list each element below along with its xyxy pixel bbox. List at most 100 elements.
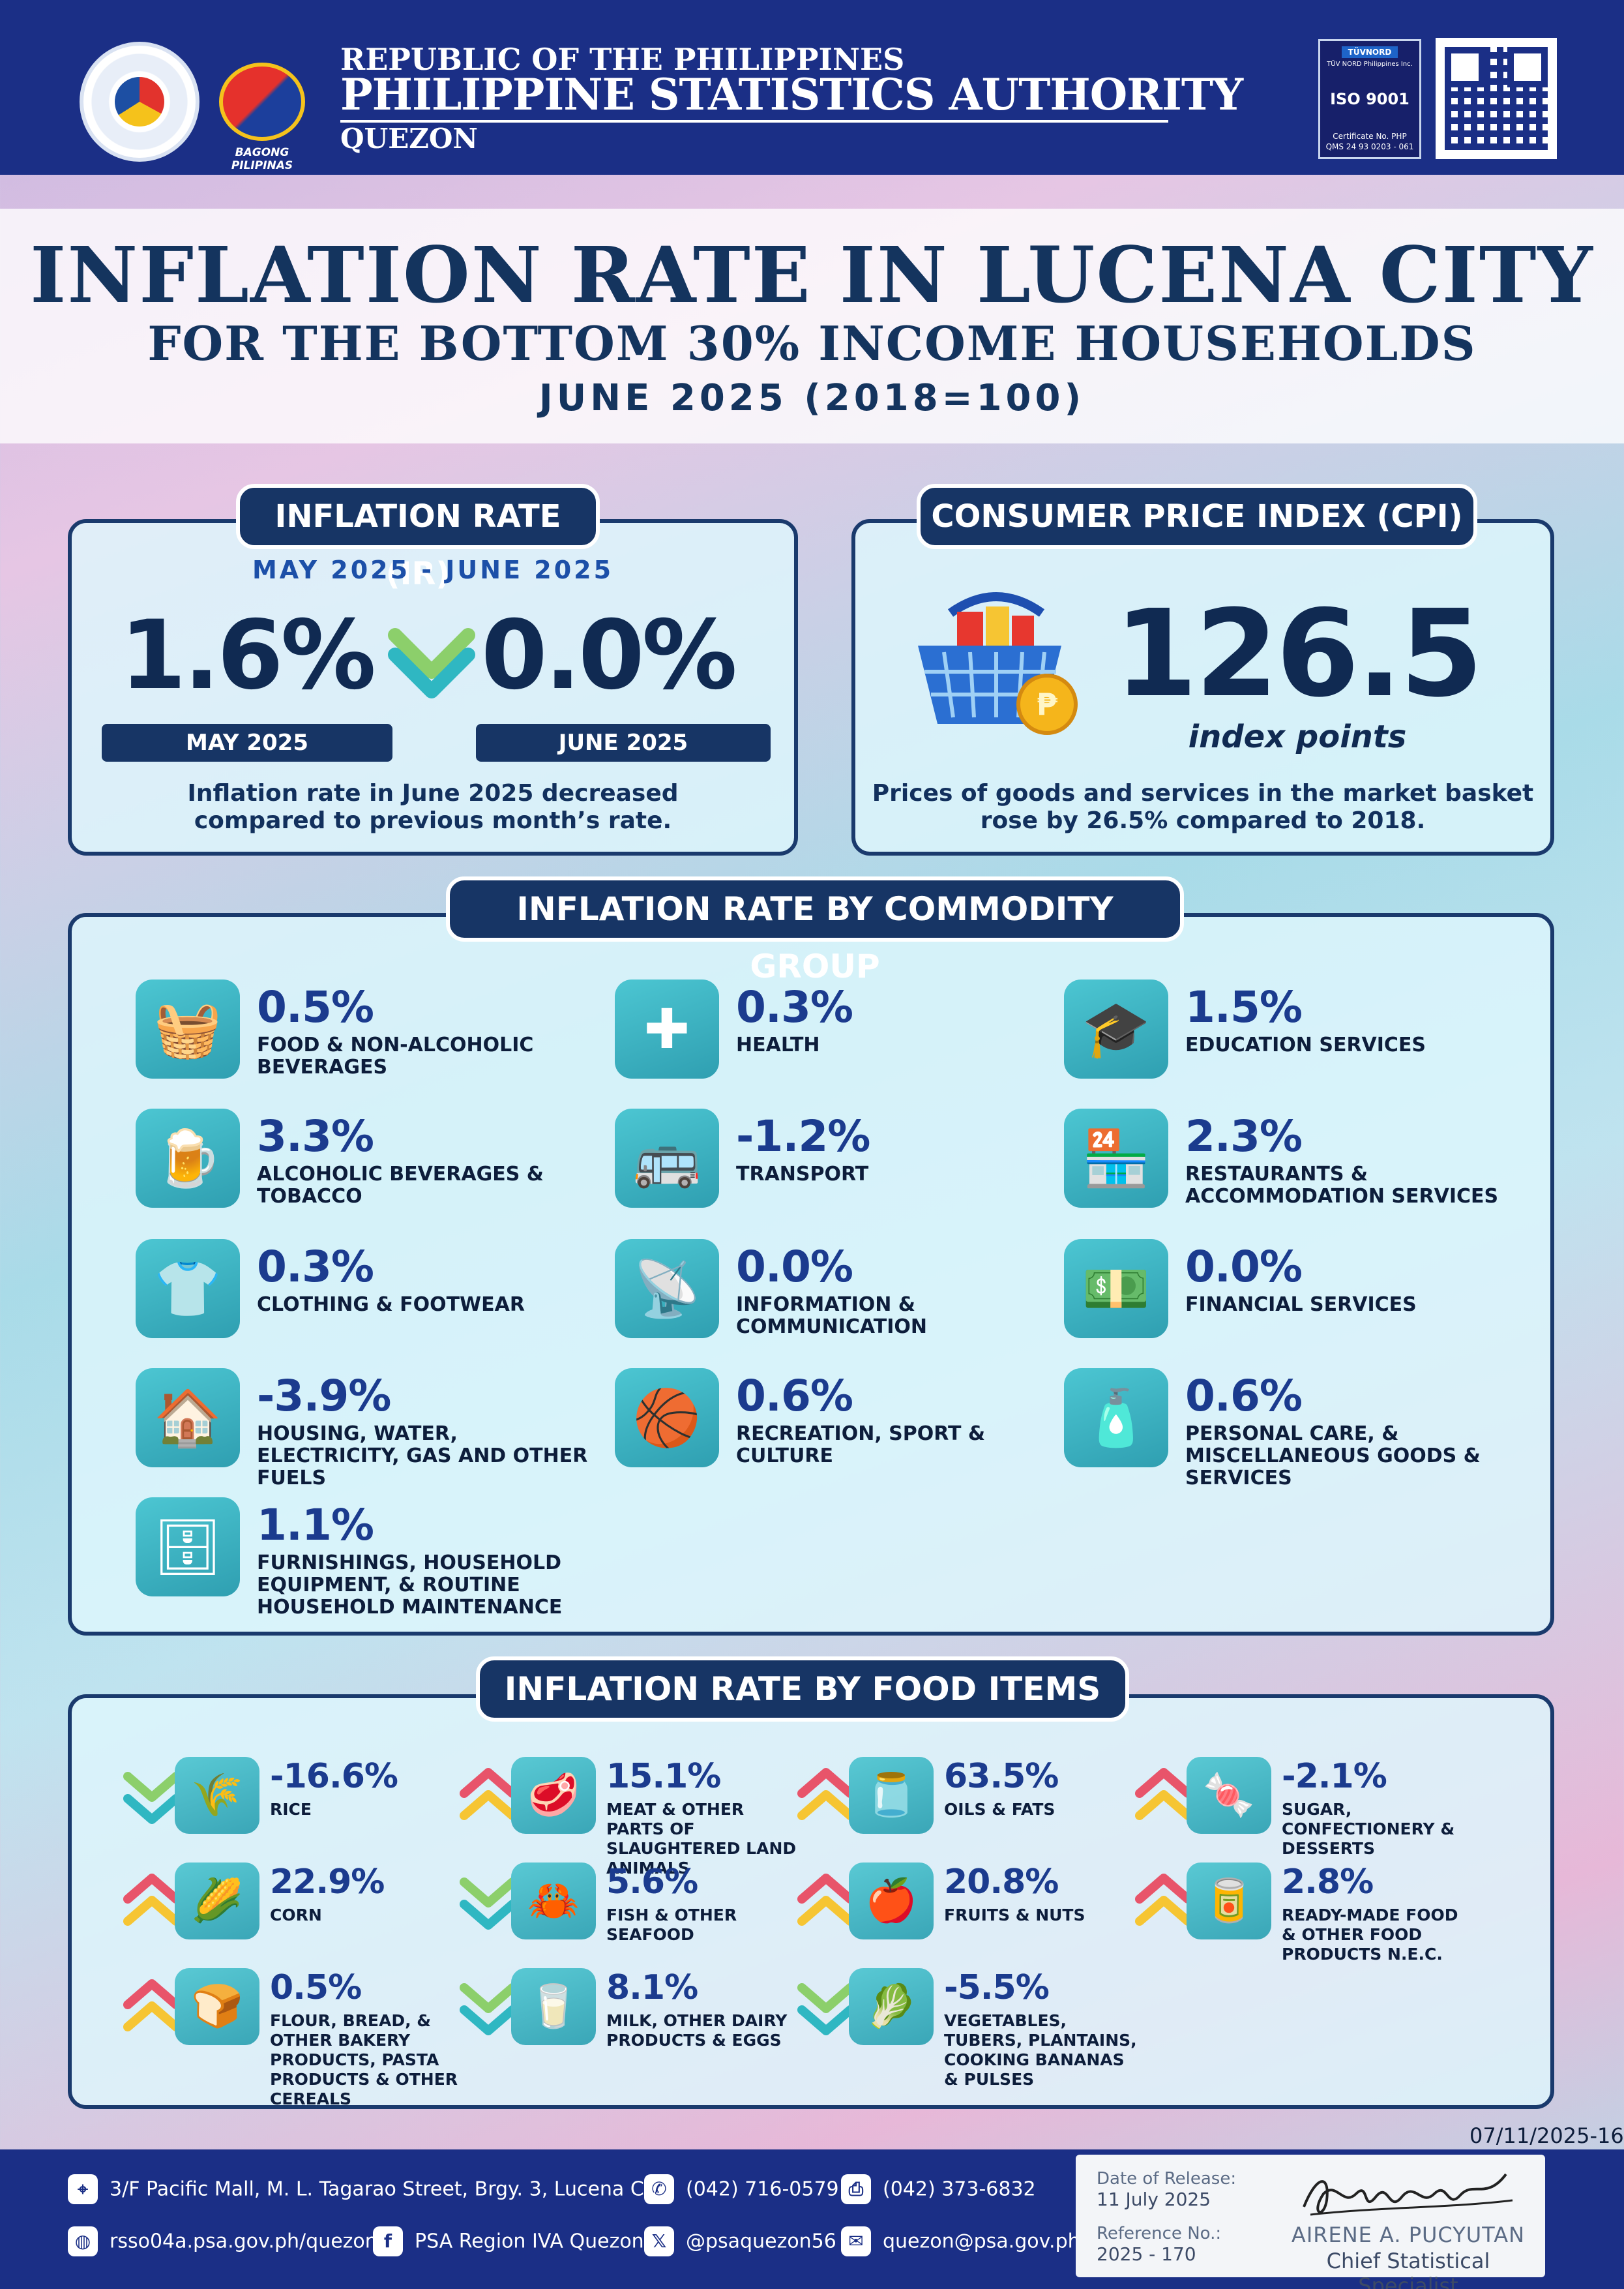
commodity-label: TRANSPORT	[736, 1163, 869, 1186]
inflation-rate-heading: INFLATION RATE (IR)	[236, 484, 600, 592]
food-label: RICE	[270, 1800, 312, 1819]
commodity-item: 🚌 -1.2% TRANSPORT	[615, 1109, 1071, 1226]
commodity-value: 0.3%	[257, 1242, 374, 1292]
food-value: 5.6%	[606, 1863, 698, 1902]
commodity-label: FINANCIAL SERVICES	[1185, 1293, 1417, 1316]
chevron-up-icon	[123, 1979, 181, 2031]
reference-no: 2025 - 170	[1097, 2243, 1196, 2265]
header-agency: PHILIPPINE STATISTICS AUTHORITY	[340, 69, 1243, 120]
iso-brand: TÜVNORD	[1341, 46, 1398, 58]
food-value: 20.8%	[944, 1863, 1059, 1902]
clothes-icon: 👕	[136, 1239, 240, 1338]
website-link[interactable]: ◍ rsso04a.psa.gov.ph/quezon	[68, 2226, 377, 2256]
corn-icon: 🌽	[175, 1863, 259, 1939]
beer-icon: 🍺	[136, 1109, 240, 1208]
fax-item[interactable]: ⎙ (042) 373-6832	[841, 2174, 1036, 2204]
signatory-name: AIRENE A. PUCYUTAN	[1291, 2222, 1526, 2247]
food-value: 63.5%	[944, 1757, 1059, 1796]
food-label: VEGETABLES, TUBERS, PLANTAINS, COOKING B…	[944, 2011, 1137, 2089]
chevron-up-icon	[460, 1768, 517, 1820]
phone-item[interactable]: ✆ (042) 716-0579	[644, 2174, 839, 2204]
inflation-rate-june-value: 0.0%	[481, 600, 737, 711]
ir-desc-line2: compared to previous month’s rate.	[194, 807, 672, 834]
chevron-up-icon	[1135, 1874, 1192, 1926]
chevron-up-icon	[797, 1874, 855, 1926]
commodity-value: 3.3%	[257, 1111, 374, 1161]
commodity-value: -3.9%	[257, 1371, 391, 1421]
cpi-description: Prices of goods and services in the mark…	[851, 780, 1554, 835]
svg-text:₱: ₱	[1037, 687, 1057, 722]
commodity-label: PERSONAL CARE, & MISCELLANEOUS GOODS & S…	[1185, 1422, 1481, 1489]
commodity-item: 🧺 0.5% FOOD & NON-ALCOHOLIC BEVERAGES	[136, 980, 592, 1097]
food-value: -5.5%	[944, 1968, 1050, 2007]
food-item: 🍎 20.8% FRUITS & NUTS	[797, 1863, 1136, 1967]
food-value: 22.9%	[270, 1863, 385, 1902]
commodity-value: 0.3%	[736, 982, 853, 1032]
food-value: 15.1%	[606, 1757, 721, 1796]
facebook-link[interactable]: f PSA Region IVA Quezon	[373, 2226, 644, 2256]
bagong-pilipinas-label: BAGONG PILIPINAS	[231, 146, 293, 172]
commodity-label: ALCOHOLIC BEVERAGES & TOBACCO	[257, 1163, 544, 1208]
commodity-label: CLOTHING & FOOTWEAR	[257, 1293, 525, 1316]
signatory-position: Chief Statistical Specialist	[1326, 2249, 1490, 2289]
chevron-up-icon	[1135, 1768, 1192, 1820]
x-link[interactable]: 𝕏 @psaquezon56	[644, 2226, 836, 2256]
release-date-label: Date of Release:	[1097, 2169, 1237, 2189]
food-item: 🥬 -5.5% VEGETABLES, TUBERS, PLANTAINS, COO…	[797, 1968, 1137, 2089]
email-link[interactable]: ✉ quezon@psa.gov.ph	[841, 2226, 1080, 2256]
document-code: 07/11/2025-16	[1469, 2123, 1624, 2148]
commodity-value: 0.6%	[1185, 1371, 1303, 1421]
health-icon: ✚	[615, 980, 719, 1079]
title-band	[0, 209, 1624, 443]
commodity-label: INFORMATION & COMMUNICATION	[736, 1293, 927, 1338]
food-label: CORN	[270, 1906, 322, 1924]
rice-icon: 🌾	[175, 1757, 259, 1834]
facebook-icon: f	[373, 2226, 403, 2256]
house-icon: 🏠	[136, 1368, 240, 1467]
fax-text: (042) 373-6832	[883, 2177, 1036, 2201]
food-item: 🦀 5.6% FISH & OTHER SEAFOOD	[459, 1863, 798, 1967]
chevron-down-icon	[123, 1772, 181, 1824]
food-label: READY-MADE FOOD & OTHER FOOD PRODUCTS N.…	[1282, 1906, 1458, 1964]
commodity-value: 1.1%	[257, 1500, 374, 1550]
cans-icon: 🥫	[1187, 1863, 1271, 1939]
email-text: quezon@psa.gov.ph	[883, 2230, 1080, 2253]
food-item: 🌽 22.9% CORN	[123, 1863, 462, 1967]
cpi-desc-line2: rose by 26.5% compared to 2018.	[980, 807, 1426, 834]
commodity-item: 💵 0.0% FINANCIAL SERVICES	[1064, 1239, 1520, 1356]
iso-certification-badge: TÜVNORD TÜV NORD Philippines Inc. ISO 90…	[1318, 39, 1421, 159]
food-items-panel	[68, 1694, 1554, 2109]
facebook-text: PSA Region IVA Quezon	[415, 2230, 644, 2253]
location-pin-icon: ⌖	[68, 2174, 98, 2204]
commodity-item: 🍺 3.3% ALCOHOLIC BEVERAGES & TOBACCO	[136, 1109, 592, 1226]
bagong-pilipinas-logo: BAGONG PILIPINAS	[210, 37, 314, 172]
signature-image	[1303, 2173, 1513, 2216]
commodity-label: RESTAURANTS & ACCOMMODATION SERVICES	[1185, 1163, 1499, 1208]
flour-icon: 🍞	[175, 1968, 259, 2045]
chevron-up-icon	[797, 1768, 855, 1820]
page-title: INFLATION RATE IN LUCENA CITY	[30, 230, 1594, 320]
cpi-unit: index points	[1188, 719, 1407, 755]
header-office: QUEZON	[340, 123, 478, 155]
commodity-item: 🏠 -3.9% HOUSING, WATER, ELECTRICITY, GAS A…	[136, 1368, 592, 1489]
website-text: rsso04a.psa.gov.ph/quezon	[110, 2230, 377, 2253]
food-value: -2.1%	[1282, 1757, 1387, 1796]
commodity-value: -1.2%	[736, 1111, 870, 1161]
printer-icon: ⎙	[841, 2174, 871, 2204]
food-label: SUGAR, CONFECTIONERY & DESSERTS	[1282, 1800, 1455, 1858]
reference-no-label: Reference No.:	[1097, 2224, 1222, 2243]
qr-code[interactable]	[1436, 38, 1557, 159]
food-label: MILK, OTHER DAIRY PRODUCTS & EGGS	[606, 2011, 788, 2050]
commodity-label: FOOD & NON-ALCOHOLIC BEVERAGES	[257, 1034, 534, 1079]
food-item: 🥫 2.8% READY-MADE FOOD & OTHER FOOD PRODUC…	[1134, 1863, 1473, 1967]
chevron-down-icon	[460, 1983, 517, 2035]
x-logo-icon: 𝕏	[644, 2226, 674, 2256]
food-value: 0.5%	[270, 1968, 362, 2007]
food-label: OILS & FATS	[944, 1800, 1056, 1819]
food-item: 🍬 -2.1% SUGAR, CONFECTIONERY & DESSERTS	[1134, 1757, 1473, 1861]
commodity-value: 0.6%	[736, 1371, 853, 1421]
cpi-value: 126.5	[1114, 584, 1483, 724]
commodity-item: ✚ 0.3% HEALTH	[615, 980, 1071, 1097]
commodity-label: RECREATION, SPORT & CULTURE	[736, 1422, 986, 1467]
food-item: 🥩 15.1% MEAT & OTHER PARTS OF SLAUGHTERED …	[459, 1757, 798, 1878]
